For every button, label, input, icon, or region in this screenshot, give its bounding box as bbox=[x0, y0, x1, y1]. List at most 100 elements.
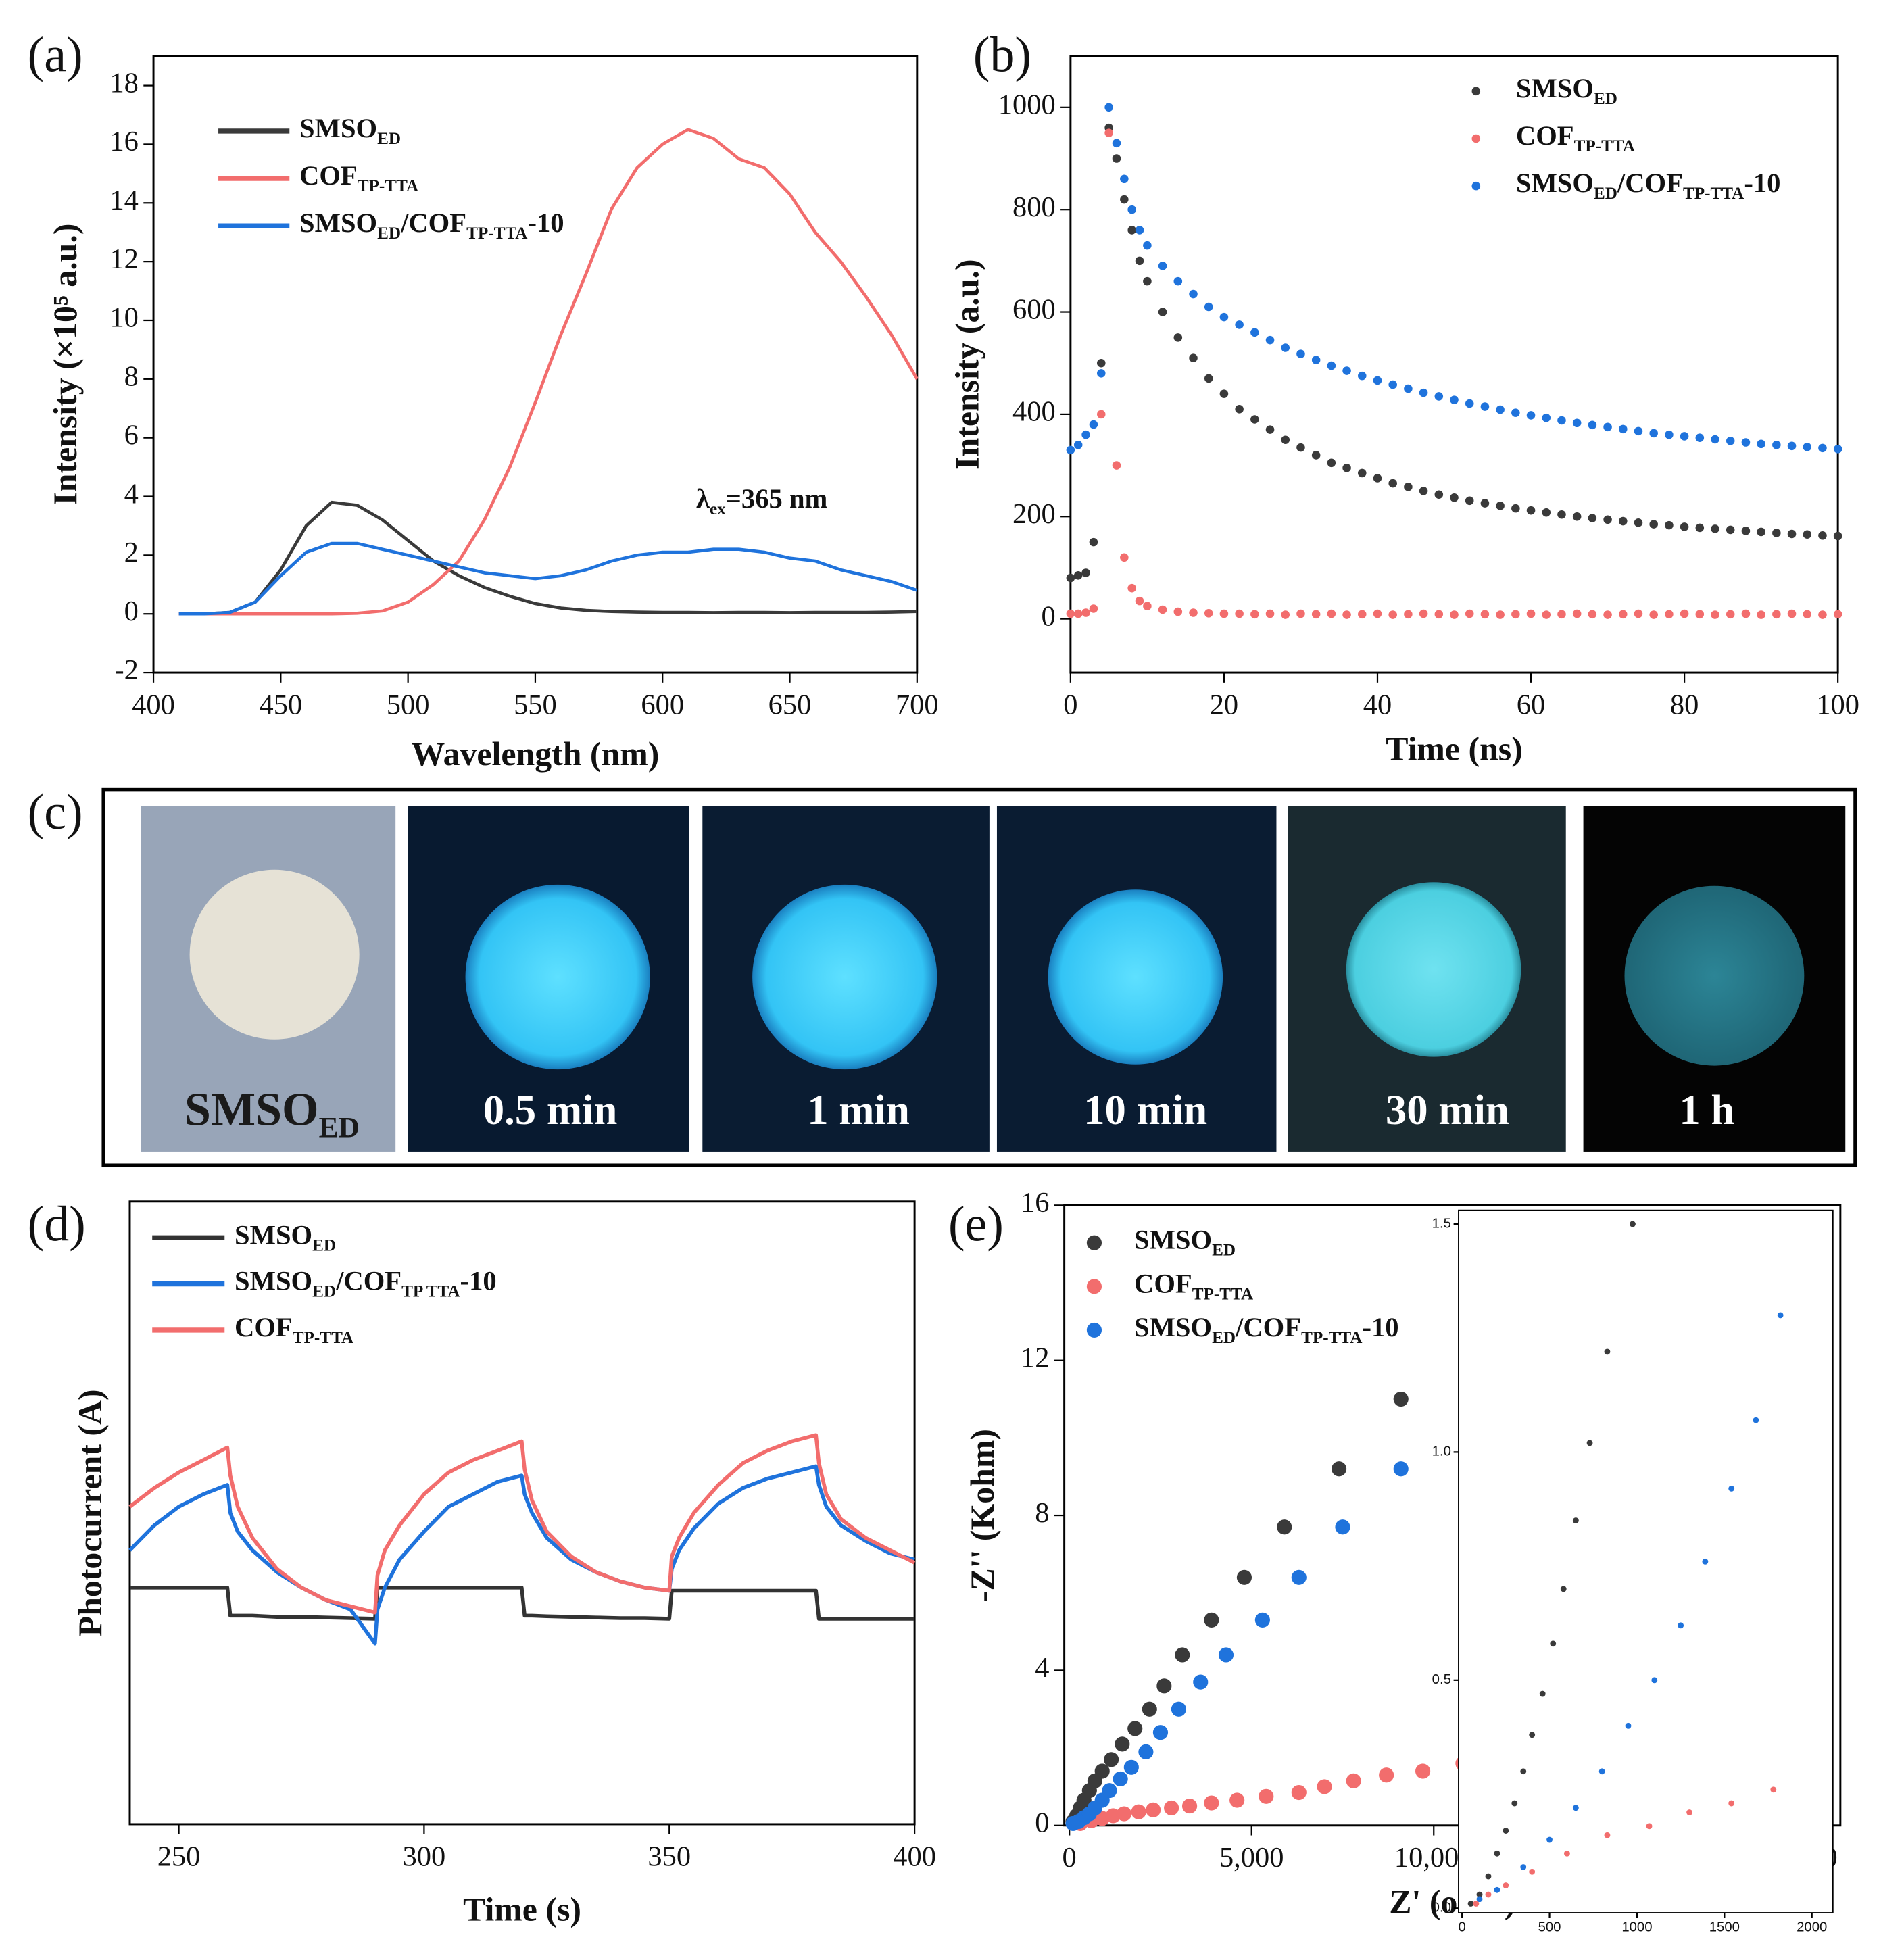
data-point bbox=[1726, 525, 1735, 535]
panel-label: (d) bbox=[28, 1196, 86, 1251]
data-point bbox=[1104, 1752, 1119, 1767]
x-tick-label: 1500 bbox=[1709, 1920, 1740, 1935]
data-point bbox=[1757, 439, 1765, 449]
data-point bbox=[1434, 490, 1444, 499]
data-point bbox=[1772, 529, 1781, 537]
data-point bbox=[1833, 610, 1842, 619]
data-point bbox=[1680, 609, 1689, 618]
data-point bbox=[1557, 510, 1566, 519]
data-point bbox=[1678, 1622, 1684, 1629]
data-point bbox=[1152, 1725, 1169, 1740]
data-point bbox=[1651, 1677, 1658, 1684]
data-point bbox=[1204, 609, 1213, 618]
y-tick-label: 8 bbox=[124, 361, 139, 393]
data-point bbox=[1236, 1569, 1252, 1585]
data-point bbox=[1450, 610, 1459, 619]
data-point bbox=[1741, 438, 1751, 447]
legend-swatch bbox=[1471, 181, 1481, 191]
legend-label-part: SMSO bbox=[1516, 73, 1594, 103]
data-point bbox=[1066, 573, 1075, 583]
data-point bbox=[1393, 1461, 1409, 1477]
sample-disc bbox=[1624, 885, 1805, 1066]
data-point bbox=[1143, 276, 1152, 286]
data-point bbox=[1066, 445, 1075, 455]
series-line bbox=[129, 1586, 915, 1621]
legend-label-part: COF bbox=[1516, 120, 1574, 151]
data-point bbox=[1757, 527, 1765, 537]
legend-label-part: /COF bbox=[335, 1266, 401, 1296]
data-point bbox=[1625, 1722, 1632, 1729]
legend-label-part: TP-TTA bbox=[466, 224, 527, 243]
data-point bbox=[1695, 610, 1705, 619]
data-point bbox=[1175, 1647, 1190, 1663]
data-point bbox=[1081, 430, 1090, 439]
data-point bbox=[1073, 609, 1083, 618]
legend-label-part: TP TTA bbox=[401, 1283, 460, 1301]
data-point bbox=[1218, 1647, 1234, 1663]
data-point bbox=[1450, 493, 1459, 502]
data-point bbox=[1520, 1864, 1527, 1870]
data-point bbox=[1317, 1779, 1332, 1794]
y-axis-title: Intensity (×10⁵ a.u.) bbox=[47, 224, 84, 506]
data-point bbox=[1404, 483, 1413, 491]
legend-label-part: SMSO bbox=[1134, 1225, 1212, 1255]
x-tick-label: 500 bbox=[387, 689, 430, 720]
data-point bbox=[1358, 371, 1367, 381]
x-tick-label: 80 bbox=[1670, 689, 1699, 720]
panel-label: (b) bbox=[973, 27, 1031, 82]
x-tick-label: 600 bbox=[641, 689, 684, 720]
x-tick-label: 0 bbox=[1063, 689, 1077, 720]
x-tick-label: 300 bbox=[403, 1840, 446, 1872]
legend-label-part: SMSO bbox=[235, 1266, 312, 1296]
data-point bbox=[1665, 520, 1674, 530]
legend-label: SMSOED bbox=[1516, 73, 1617, 108]
data-point bbox=[1419, 388, 1428, 397]
data-point bbox=[1542, 610, 1551, 619]
legend-label-part: -10 bbox=[527, 208, 564, 239]
data-point bbox=[1695, 523, 1705, 533]
legend-label-part: TP-TTA bbox=[1683, 185, 1744, 203]
data-point bbox=[1787, 609, 1797, 618]
data-point bbox=[1572, 418, 1582, 428]
data-point bbox=[1665, 610, 1674, 619]
data-point bbox=[1503, 1882, 1509, 1888]
legend-label-part: -10 bbox=[460, 1266, 497, 1296]
data-point bbox=[1572, 1805, 1579, 1811]
data-point bbox=[1120, 195, 1129, 204]
y-tick-label: 12 bbox=[109, 243, 138, 275]
data-point bbox=[1818, 443, 1827, 453]
data-point bbox=[1127, 226, 1136, 235]
panel-label: (a) bbox=[28, 27, 83, 82]
data-point bbox=[1665, 430, 1674, 439]
data-point bbox=[1726, 436, 1735, 445]
data-point bbox=[1542, 413, 1551, 422]
data-point bbox=[1496, 405, 1505, 414]
legend-label-part: /COF bbox=[1617, 168, 1683, 198]
y-tick-label: 14 bbox=[109, 185, 138, 216]
data-point bbox=[1741, 609, 1751, 618]
data-point bbox=[1646, 1823, 1653, 1830]
x-tick-label: 0 bbox=[1459, 1920, 1466, 1935]
data-point bbox=[1135, 596, 1144, 606]
photo-caption: 30 min bbox=[1386, 1086, 1509, 1133]
plot-frame bbox=[1069, 55, 1839, 674]
y-tick-label: -2 bbox=[115, 654, 139, 686]
data-point bbox=[1311, 610, 1321, 619]
y-tick-label: 200 bbox=[1012, 498, 1056, 530]
data-point bbox=[1619, 610, 1628, 619]
data-point bbox=[1081, 608, 1090, 617]
data-point bbox=[1193, 1674, 1209, 1690]
legend-label-part: COF bbox=[235, 1312, 293, 1342]
data-point bbox=[1235, 320, 1244, 329]
legend-swatch bbox=[1086, 1235, 1102, 1250]
legend-label-part: ED bbox=[377, 224, 401, 243]
data-point bbox=[1542, 508, 1551, 517]
data-point bbox=[1142, 1701, 1157, 1717]
data-point bbox=[1281, 343, 1290, 352]
data-point bbox=[1311, 451, 1321, 460]
data-point bbox=[1803, 610, 1812, 619]
data-point bbox=[1563, 1850, 1570, 1857]
y-axis-title: Photocurrent (A) bbox=[72, 1389, 109, 1636]
data-point bbox=[1634, 426, 1643, 436]
data-point bbox=[1680, 522, 1689, 531]
